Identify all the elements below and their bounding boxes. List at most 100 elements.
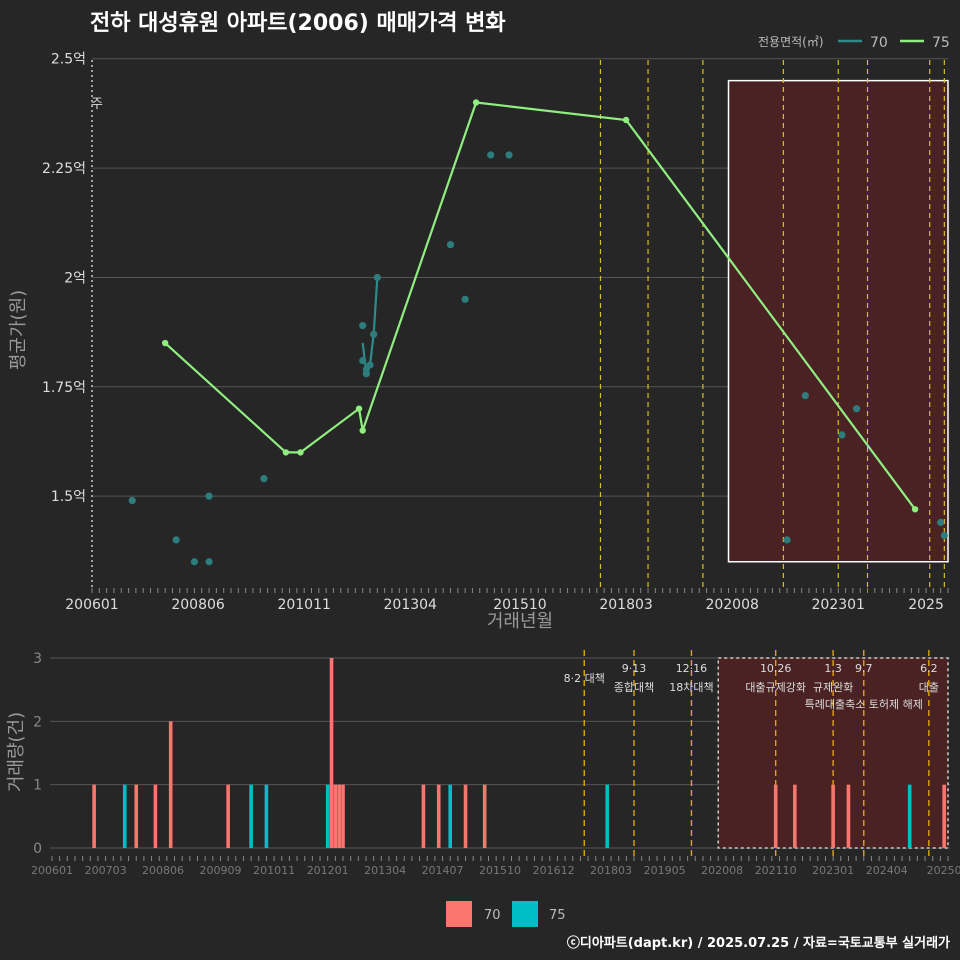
policy-name-label: 특례대출축소 토허제 해제: [805, 697, 923, 711]
policy-name-label: 대출규제강화: [745, 681, 806, 694]
bar-75: [907, 784, 912, 848]
series-75-point: [297, 449, 304, 456]
bar-70: [329, 658, 334, 848]
policy-date-label: 9.7: [855, 662, 873, 675]
series-70-point: [190, 558, 199, 566]
vol-x-tick-label: 201510: [479, 864, 521, 877]
series-70-point: [366, 361, 374, 369]
policy-date-label: 8·2 대책: [564, 672, 605, 685]
cut-label: 주: [91, 97, 103, 112]
bottom-legend-label-75: 75: [549, 908, 566, 923]
bar-70: [421, 784, 426, 848]
x-tick-label: 201011: [277, 597, 330, 613]
vol-x-tick-label: 201407: [422, 864, 464, 877]
bar-70: [846, 784, 851, 848]
series-70-point: [373, 273, 381, 282]
bottom-legend-swatch-75: [512, 901, 538, 927]
bar-70: [337, 784, 341, 848]
bar-75: [605, 784, 610, 848]
bar-70: [831, 784, 835, 848]
policy-date-label: 10.26: [760, 662, 792, 675]
bar-70: [773, 784, 778, 848]
series-75-point: [911, 506, 919, 513]
series-70-point: [487, 151, 495, 159]
volume-panel: 0 1 2 3 8·2 대책 9·13 종합대책 12·16 18차대책 10.26 대출규제강화 1…: [6, 650, 960, 877]
policy-name-label: 18차대책: [669, 681, 713, 694]
vol-y-tick-label: 2: [33, 714, 42, 730]
legend-label-75: 75: [932, 35, 950, 51]
x-tick-label: 200806: [171, 597, 225, 613]
vol-y-tick-label: 1: [33, 778, 42, 794]
vol-x-tick-label: 202008: [701, 864, 743, 877]
x-axis-label: 거래년월: [487, 611, 553, 632]
bar-70: [463, 784, 468, 848]
series-70-point: [505, 151, 513, 159]
series-70-point: [205, 492, 213, 500]
series-75-point: [359, 427, 366, 434]
vol-y-axis-label: 거래량(건): [6, 712, 27, 792]
policy-date-label: 9·13: [622, 662, 647, 675]
bar-70: [436, 784, 441, 848]
vol-x-tick-label: 201201: [307, 864, 349, 877]
policy-name-label: 종합대책: [614, 681, 654, 694]
vol-x-tick-label: 20250: [927, 864, 960, 877]
bar-70: [333, 784, 338, 848]
series-70-point: [461, 295, 469, 303]
footer-credit: ⓒ디아파트(dapt.kr) / 2025.07.25 / 자료=국토교통부 실…: [567, 935, 950, 951]
vol-y-tick-label: 3: [33, 651, 42, 667]
policy-name-label: 규제완화: [813, 681, 853, 694]
policy-date-label: 6.2: [920, 662, 938, 675]
bar-75: [325, 784, 330, 848]
policy-date-label: 1.3: [824, 662, 842, 675]
vol-x-tick-label: 200601: [31, 864, 73, 877]
series-75-point: [355, 405, 363, 412]
vol-x-tick-label: 201905: [644, 864, 686, 877]
series-70-point: [852, 405, 861, 413]
series-70-point: [940, 531, 948, 540]
bar-75: [448, 784, 453, 848]
vol-x-tick-label: 201304: [364, 864, 406, 877]
series-70-point: [370, 330, 378, 338]
chart-title: 전하 대성휴원 아파트(2006) 매매가격 변화: [90, 11, 506, 36]
bar-70: [153, 784, 158, 848]
series-70-point: [801, 391, 809, 400]
series-75-point: [282, 449, 290, 456]
bar-75: [264, 784, 269, 848]
series-70-point: [128, 496, 136, 505]
bar-70: [793, 784, 797, 848]
x-tick-label: 2025: [908, 597, 944, 613]
series-70-point: [937, 518, 945, 526]
series-70-point: [359, 356, 367, 365]
bar-75: [249, 784, 253, 848]
bar-70: [942, 784, 946, 848]
bottom-legend-swatch-70: [446, 901, 472, 927]
series-70-point: [260, 475, 268, 483]
x-tick-label: 202301: [812, 597, 865, 613]
vol-x-tick-label: 202301: [812, 864, 854, 877]
y-axis-label: 평균가(원): [8, 290, 29, 370]
bar-75: [122, 784, 127, 848]
x-tick-label: 201304: [384, 597, 438, 613]
bar-70: [482, 784, 487, 848]
x-tick-label: 201510: [493, 597, 546, 613]
y-tick-label: 2억: [64, 270, 86, 286]
series-75-point: [622, 116, 630, 124]
series-75-point: [472, 99, 480, 106]
bar-70: [134, 784, 139, 848]
y-tick-label: 2.5억: [51, 52, 86, 68]
series-70-point: [359, 321, 367, 330]
vol-x-tick-label: 201011: [253, 864, 295, 877]
series-70-point: [783, 536, 791, 544]
series-75-point: [161, 339, 169, 347]
bar-70: [92, 784, 96, 848]
bar-70: [341, 784, 345, 848]
bottom-legend-label-70: 70: [484, 908, 501, 923]
legend-title: 전용면적(㎡): [758, 35, 824, 49]
y-tick-label: 1.75억: [42, 380, 86, 396]
x-tick-label: 201803: [599, 597, 652, 613]
vol-x-tick-label: 201803: [590, 864, 632, 877]
vol-x-tick-label: 200806: [142, 864, 184, 877]
bar-70: [226, 784, 230, 848]
policy-date-label: 12·16: [676, 662, 708, 675]
